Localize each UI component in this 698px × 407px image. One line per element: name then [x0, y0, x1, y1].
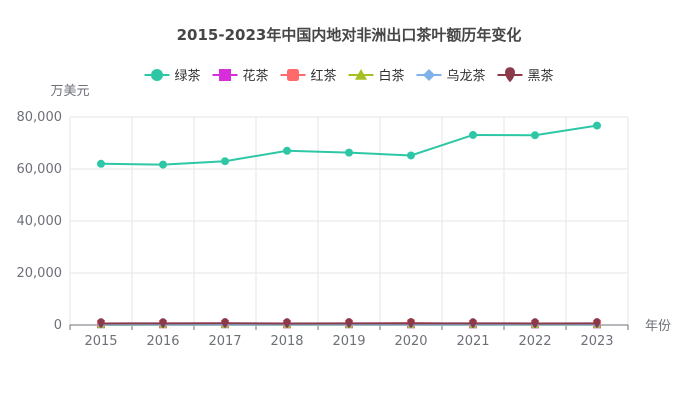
legend-label: 花茶	[243, 68, 269, 84]
data-point	[283, 146, 291, 155]
legend-item[interactable]: 花茶	[212, 68, 269, 84]
x-tick-label: 2020	[394, 334, 427, 349]
y-axis-title: 万美元	[50, 84, 89, 99]
x-tick-label: 2017	[208, 334, 241, 349]
x-tick-label: 2016	[146, 334, 179, 349]
data-point	[159, 318, 167, 329]
legend-label: 绿茶	[175, 68, 201, 84]
chart-title: 2015-2023年中国内地对非洲出口茶叶额历年变化	[177, 26, 522, 44]
series-group	[97, 121, 601, 329]
x-axis-title: 年份	[645, 319, 671, 334]
data-point	[97, 159, 105, 168]
grid-lines	[69, 116, 629, 325]
data-point	[283, 318, 291, 329]
legend-item[interactable]: 黑茶	[497, 67, 554, 84]
x-tick-label: 2019	[332, 334, 365, 349]
series-0	[97, 121, 601, 169]
x-tick-label: 2018	[270, 334, 303, 349]
x-tick-label: 2023	[580, 334, 613, 349]
data-point	[97, 318, 105, 329]
legend-item[interactable]: 红茶	[280, 68, 337, 84]
legend-marker	[151, 69, 163, 81]
legend-item[interactable]: 乌龙茶	[416, 68, 486, 84]
legend-marker	[219, 69, 231, 81]
data-point	[531, 318, 539, 329]
x-axis-ticks: 2015 2016 2017 2018 2019 2020 2021 2022 2023	[84, 334, 613, 349]
data-point	[469, 318, 477, 329]
legend-marker	[287, 69, 299, 81]
data-point	[159, 160, 167, 169]
x-tick-label: 2022	[518, 334, 551, 349]
data-point	[531, 131, 539, 140]
legend-item[interactable]: 绿茶	[144, 68, 201, 84]
data-point	[469, 130, 477, 139]
data-point	[345, 318, 353, 329]
series-line	[100, 124, 598, 166]
y-tick-label: 20,000	[17, 266, 63, 281]
series-5	[97, 318, 601, 329]
data-point	[221, 157, 229, 166]
data-point	[221, 318, 229, 329]
legend-marker	[355, 69, 367, 80]
x-tick-label: 2015	[84, 334, 117, 349]
data-point	[407, 318, 415, 329]
y-axis-ticks: 0 20,000 40,000 60,000 80,000	[17, 110, 63, 333]
y-tick-label: 80,000	[17, 110, 63, 125]
data-point	[593, 121, 601, 130]
legend-label: 红茶	[311, 68, 337, 84]
y-tick-label: 0	[54, 318, 62, 333]
data-point	[345, 148, 353, 157]
legend-label: 黑茶	[528, 68, 554, 84]
legend-label: 白茶	[379, 68, 405, 84]
legend-item[interactable]: 白茶	[348, 68, 405, 84]
data-point	[593, 318, 601, 329]
legend-marker	[505, 67, 515, 83]
legend-label: 乌龙茶	[447, 68, 486, 84]
data-point	[407, 151, 415, 160]
y-tick-label: 40,000	[17, 214, 63, 229]
x-tick-label: 2021	[456, 334, 489, 349]
legend-marker	[423, 69, 435, 81]
y-tick-label: 60,000	[17, 162, 63, 177]
legend[interactable]: 绿茶 花茶 红茶 白茶 乌龙茶 黑茶	[144, 67, 554, 84]
